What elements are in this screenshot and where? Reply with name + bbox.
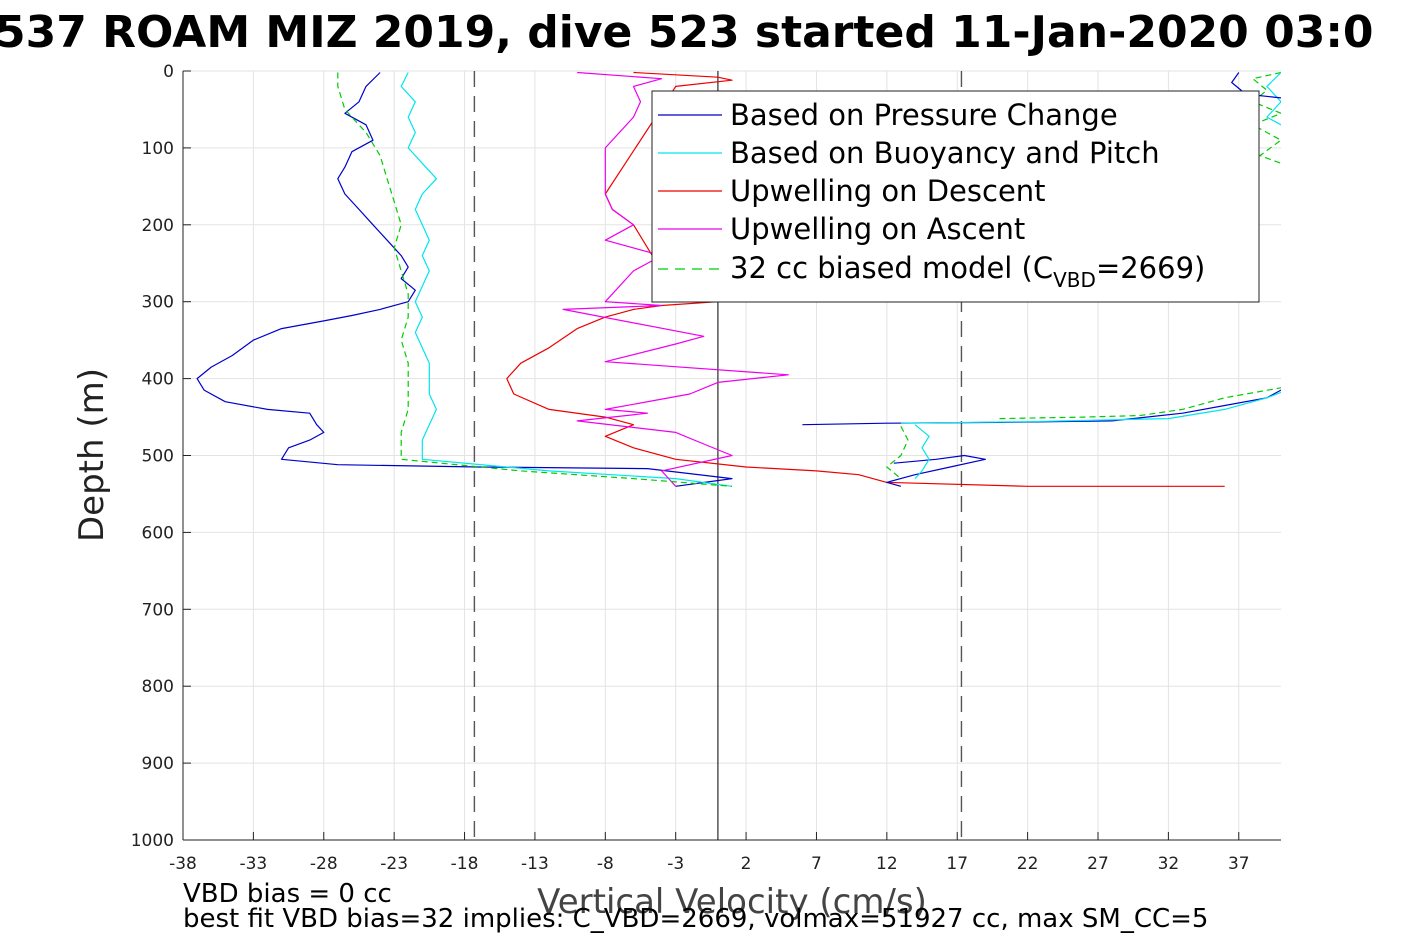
y-ticks: 0 100 200 300 400 500 600 700 800 900 1000 <box>131 62 191 851</box>
y-tick-label: 900 <box>142 754 174 774</box>
series-line <box>886 454 987 487</box>
footnote-best-fit: best fit VBD bias=32 implies: C_VBD=2669… <box>183 904 1208 934</box>
chart-title: 537 ROAM MIZ 2019, dive 523 started 11-J… <box>0 7 1374 58</box>
x-tick-label: -38 <box>169 854 197 874</box>
x-tick-label: -3 <box>667 854 684 874</box>
legend-label-ascent: Upwelling on Ascent <box>730 212 1025 246</box>
x-tick-label: -13 <box>521 854 549 874</box>
series-line <box>562 71 789 487</box>
y-tick-label: 400 <box>142 370 174 390</box>
x-tick-label: 17 <box>946 854 968 874</box>
x-tick-label: 2 <box>741 854 752 874</box>
x-tick-label: 22 <box>1017 854 1039 874</box>
x-axis-label: Vertical Velocity (cm/s) <box>537 882 927 922</box>
legend-label-pressure: Based on Pressure Change <box>730 98 1118 132</box>
y-tick-label: 800 <box>142 677 174 697</box>
series-line <box>1266 72 1281 126</box>
y-tick-label: 300 <box>142 293 174 313</box>
legend-box <box>651 90 1260 303</box>
y-tick-label: 0 <box>163 62 174 82</box>
y-tick-label: 200 <box>142 216 174 236</box>
series-line <box>400 72 733 487</box>
y-tick-label: 1000 <box>131 831 174 851</box>
y-tick-label: 600 <box>142 523 174 543</box>
y-tick-label: 700 <box>142 600 174 620</box>
y-tick-label: 100 <box>142 139 174 159</box>
legend-label-model-sub: VBD <box>1053 268 1096 292</box>
x-tick-label: -28 <box>310 854 338 874</box>
x-tick-label: 32 <box>1158 854 1180 874</box>
series-line <box>1231 72 1281 99</box>
legend: Based on Pressure Change Based on Buoyan… <box>651 90 1260 303</box>
legend-label-model: 32 cc biased model (CVBD=2669) <box>730 251 1205 292</box>
x-tick-label: 7 <box>811 854 822 874</box>
x-tick-label: 12 <box>876 854 898 874</box>
series-line <box>337 72 733 487</box>
legend-label-buoyancy: Based on Buoyancy and Pitch <box>730 136 1160 170</box>
series-line <box>914 424 930 480</box>
series-line <box>900 391 1281 424</box>
x-tick-label: 27 <box>1087 854 1109 874</box>
series-layer <box>196 71 1281 487</box>
legend-label-model-tail: =2669) <box>1096 251 1205 285</box>
x-tick-label: -8 <box>597 854 614 874</box>
x-tick-label: -23 <box>380 854 408 874</box>
series-line <box>1252 71 1281 164</box>
legend-label-descent: Upwelling on Descent <box>730 174 1046 208</box>
x-tick-label: 37 <box>1228 854 1250 874</box>
y-tick-label: 500 <box>142 447 174 467</box>
legend-label-model-main: 32 cc biased model (C <box>730 251 1053 285</box>
footnote-vbd-bias: VBD bias = 0 cc <box>183 879 392 909</box>
series-line <box>196 72 733 487</box>
x-ticks: -38 -33 -28 -23 -18 -13 -8 -3 2 7 12 17 22 27 32 37 <box>169 832 1250 874</box>
y-axis-label: Depth (m) <box>72 368 112 542</box>
x-tick-label: -33 <box>239 854 267 874</box>
x-tick-label: -18 <box>451 854 479 874</box>
series-line <box>999 387 1281 420</box>
series-line <box>886 426 909 480</box>
